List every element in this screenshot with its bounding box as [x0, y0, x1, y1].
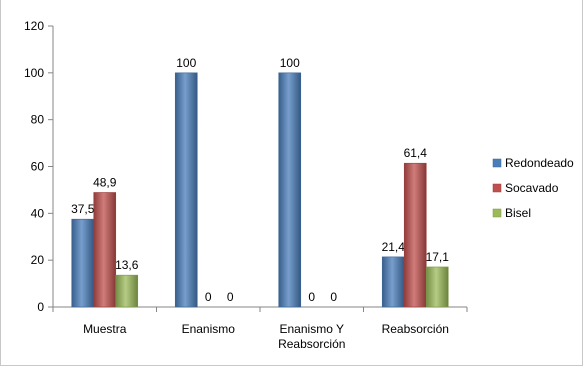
- data-label: 13,6: [115, 258, 139, 272]
- data-label: 37,5: [71, 202, 95, 216]
- y-tick-label: 80: [31, 113, 45, 127]
- data-label: 17,1: [426, 250, 450, 264]
- y-tick-label: 20: [31, 253, 45, 267]
- x-tick-label: Reabsorción: [382, 322, 449, 336]
- y-tick-label: 0: [37, 300, 44, 314]
- data-label: 0: [205, 290, 212, 304]
- data-label: 100: [280, 56, 300, 70]
- y-tick-label: 60: [31, 160, 45, 174]
- data-label: 61,4: [404, 146, 428, 160]
- y-tick-label: 120: [24, 19, 44, 33]
- x-tick-label: Enanismo Y: [280, 322, 344, 336]
- bar-bisel: [425, 266, 449, 308]
- legend-label-socavado: Socavado: [505, 181, 559, 195]
- x-tick-label: Muestra: [83, 322, 127, 336]
- legend-label-redondeado: Redondeado: [505, 156, 574, 170]
- legend-swatch-socavado: [492, 183, 502, 193]
- bar-socavado: [403, 162, 427, 308]
- bar-redondeado: [71, 218, 95, 308]
- x-tick-label: Enanismo: [182, 322, 236, 336]
- data-label: 0: [227, 290, 234, 304]
- bar-socavado: [93, 192, 117, 308]
- legend-swatch-redondeado: [492, 158, 502, 168]
- bar-redondeado: [381, 256, 405, 308]
- x-tick-label: Reabsorción: [278, 337, 345, 351]
- data-label: 48,9: [93, 175, 117, 189]
- bar-redondeado: [174, 72, 198, 308]
- data-label: 21,4: [382, 240, 406, 254]
- bar-bisel: [115, 274, 139, 308]
- legend-swatch-bisel: [492, 208, 502, 218]
- data-label: 100: [176, 56, 196, 70]
- bar-redondeado: [278, 72, 302, 308]
- data-label: 0: [308, 290, 315, 304]
- legend-label-bisel: Bisel: [505, 206, 531, 220]
- data-label: 0: [330, 290, 337, 304]
- y-tick-label: 40: [31, 206, 45, 220]
- y-tick-label: 100: [24, 66, 44, 80]
